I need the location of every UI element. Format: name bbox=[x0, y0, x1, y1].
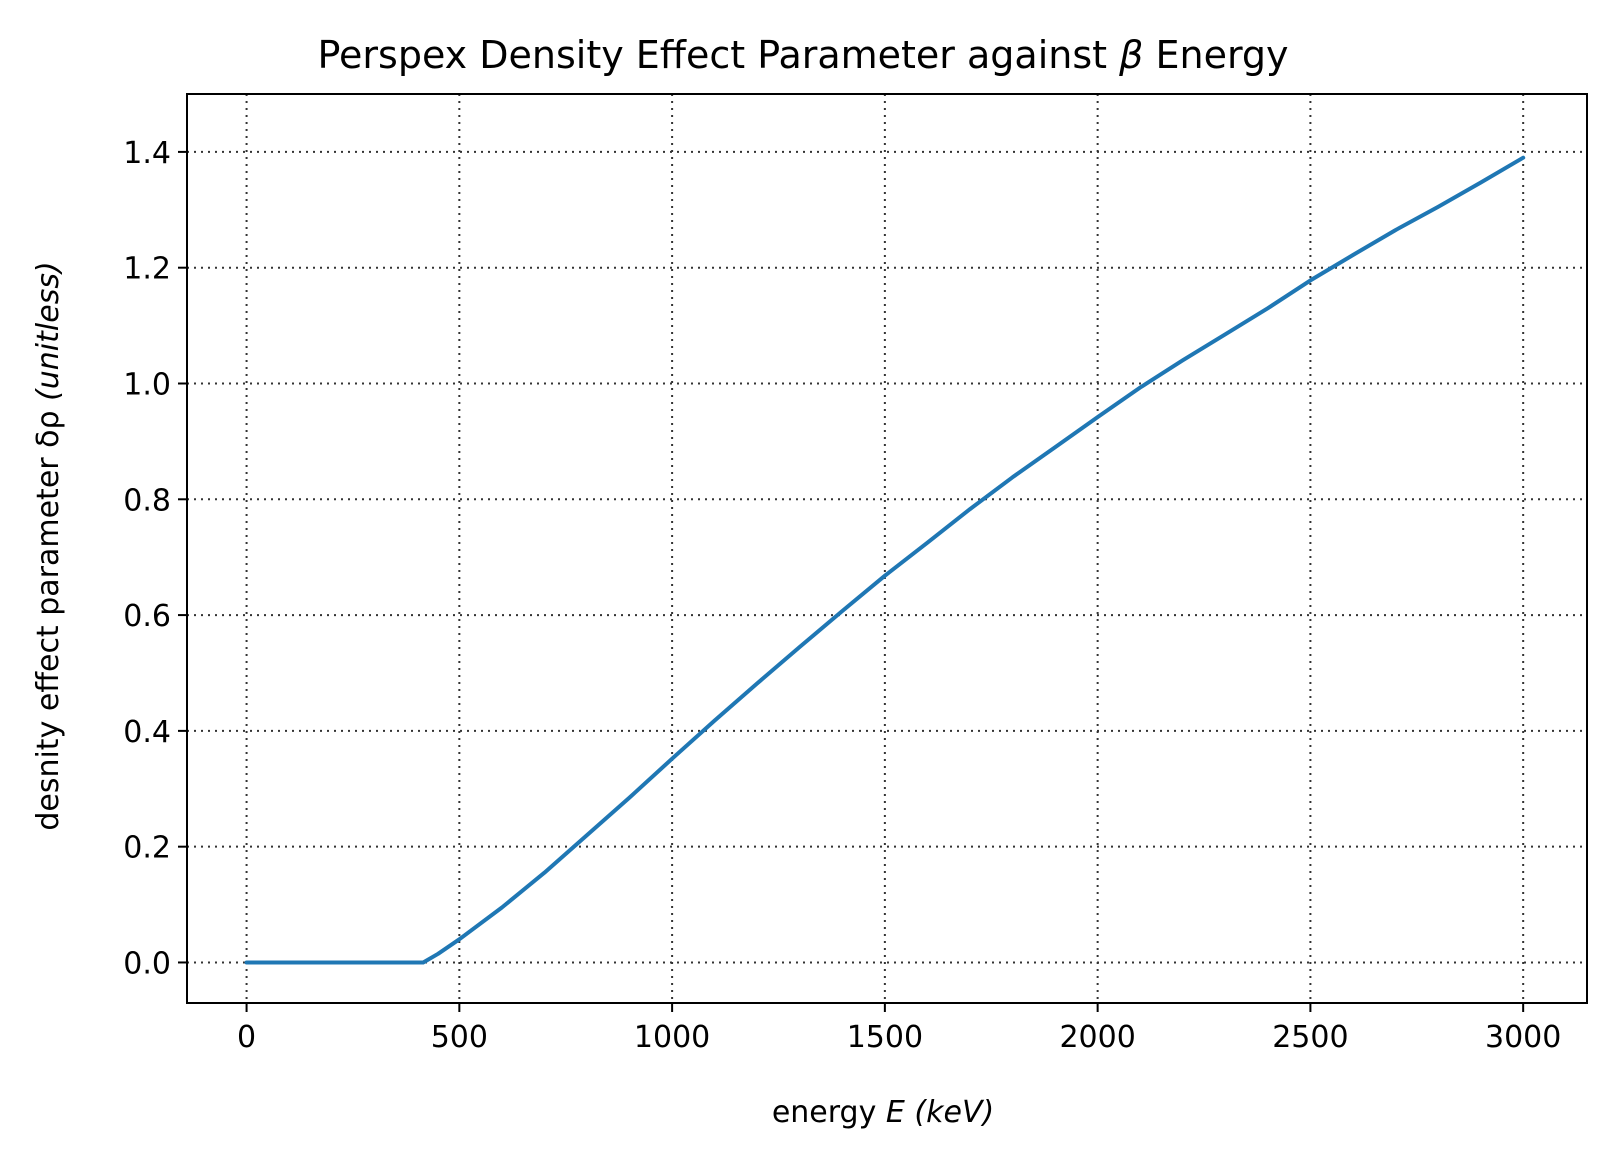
series-line-0 bbox=[244, 155, 1526, 965]
series-layer bbox=[244, 155, 1526, 965]
y-axis-label: desnity effect parameter δρ (unitless) bbox=[31, 261, 66, 830]
x-axis-label: energy E (keV) bbox=[772, 1095, 994, 1130]
x-tick-label: 500 bbox=[431, 1020, 488, 1055]
x-tick-label: 3000 bbox=[1485, 1020, 1561, 1055]
y-tick-label: 1.0 bbox=[123, 367, 171, 402]
y-tick-label: 1.4 bbox=[123, 136, 171, 171]
chart-title: Perspex Density Effect Parameter against… bbox=[317, 33, 1288, 77]
grid bbox=[187, 94, 1587, 1003]
ticks: 0 500 1000 1500 2000 2500 3000 0.0 0.2 0.4 0.6 0.8 1… bbox=[123, 136, 1561, 1055]
y-tick-label: 1.2 bbox=[123, 252, 171, 287]
x-tick-label: 1000 bbox=[634, 1020, 710, 1055]
plot-frame bbox=[186, 93, 1588, 1004]
y-tick-label: 0.6 bbox=[123, 599, 171, 634]
x-tick-label: 2500 bbox=[1272, 1020, 1348, 1055]
y-tick-label: 0.4 bbox=[123, 715, 171, 750]
x-tick-label: 0 bbox=[237, 1020, 256, 1055]
x-tick-label: 1500 bbox=[847, 1020, 923, 1055]
y-tick-label: 0.0 bbox=[123, 946, 171, 981]
y-tick-label: 0.2 bbox=[123, 831, 171, 866]
x-tick-label: 2000 bbox=[1059, 1020, 1135, 1055]
y-tick-label: 0.8 bbox=[123, 483, 171, 518]
